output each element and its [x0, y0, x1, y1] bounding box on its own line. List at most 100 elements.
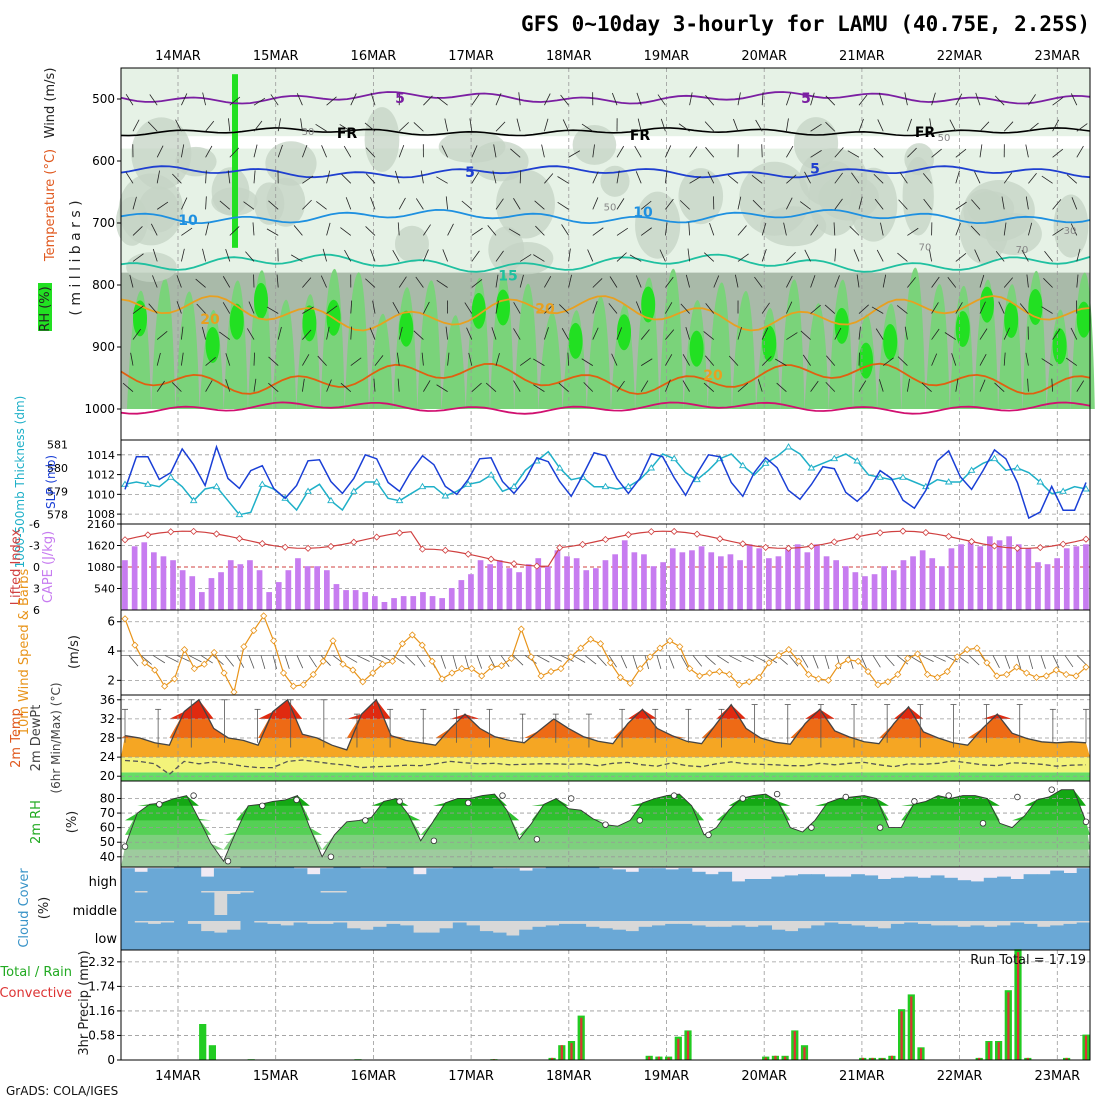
wind-barb — [1076, 123, 1088, 132]
thickness-marker — [1059, 487, 1067, 494]
cape-bar — [304, 566, 311, 610]
cape-bar — [160, 556, 167, 611]
cloud-bar — [373, 891, 387, 921]
cloud-bar — [744, 879, 759, 891]
cloud-bar — [944, 877, 958, 891]
wind-barb — [147, 121, 158, 132]
wind-speed-marker — [289, 682, 297, 690]
temperature-contour — [120, 208, 1091, 225]
wind-barb — [728, 655, 742, 663]
wind-speed-marker — [240, 643, 248, 651]
wind-barb — [761, 222, 767, 236]
wind-barb — [877, 119, 884, 132]
wind-barb — [340, 382, 352, 392]
li-tick-label: -3 — [29, 540, 40, 553]
wind-barb — [923, 198, 932, 210]
wind-barb — [851, 172, 860, 184]
cloud-bar — [718, 871, 733, 891]
wind-barb — [678, 123, 690, 132]
wind-barb — [464, 655, 470, 670]
wind-barb — [302, 306, 314, 314]
thickness-marker — [304, 487, 312, 494]
cloud-bar — [505, 868, 520, 891]
rh-bright-patch — [980, 286, 994, 323]
y-tick-label: 900 — [92, 340, 115, 354]
cloud-bar — [426, 891, 441, 921]
wind-10m-panel: 6 4 2 10m Wind Speed & Barbs (m/s) — [17, 569, 1091, 735]
wind-barb — [321, 145, 327, 158]
cloud-bar — [452, 891, 467, 921]
run-total: Run Total = 17.19 — [970, 953, 1086, 968]
top-date-labels: 14MAR 15MAR 16MAR 17MAR 18MAR 19MAR 20MAR 21MAR… — [155, 49, 1080, 64]
precip-convective-bar — [570, 1043, 573, 1060]
wind-barb — [1051, 378, 1053, 392]
cloud-bar — [585, 926, 600, 950]
wind-barb — [657, 94, 666, 106]
wind-barb — [365, 147, 376, 158]
wind-speed-marker — [745, 678, 753, 686]
cape-bar — [179, 570, 186, 610]
wind-barb — [616, 252, 627, 262]
wind-barb — [296, 655, 304, 669]
wind-speed-marker — [765, 659, 773, 667]
wind-barb — [284, 655, 290, 669]
wind-barb — [689, 176, 701, 184]
wind-barb — [665, 354, 673, 366]
rh-gray-patch — [963, 180, 1035, 242]
cloud-bar — [559, 867, 573, 891]
precip-convective-bar — [1017, 952, 1020, 1060]
precip-bars — [199, 949, 1090, 1060]
wind-barb — [205, 120, 215, 132]
rh-unit-label: (%) — [65, 811, 80, 834]
wind-barb — [998, 301, 1005, 314]
wind-barb — [904, 326, 908, 340]
wind-barb — [761, 327, 769, 340]
cloud-cover-bars — [121, 867, 1091, 951]
cloud-bar — [306, 874, 321, 891]
wind-barb — [513, 328, 521, 340]
cloud-level-label: high — [89, 875, 117, 890]
cape-bar — [1083, 544, 1089, 610]
thickness-marker — [807, 464, 816, 471]
cloud-bar — [147, 868, 162, 891]
thickness-marker — [944, 478, 953, 485]
wind-barb — [737, 225, 747, 236]
cloud-bar — [758, 879, 772, 891]
wind-barb — [994, 382, 1005, 392]
cape-bar — [727, 554, 734, 610]
li-marker — [579, 540, 587, 548]
wind-barb — [488, 655, 496, 669]
wind-barb — [416, 655, 426, 668]
wind-speed-marker — [646, 653, 654, 661]
li-marker — [716, 535, 724, 543]
cloud-bar — [532, 926, 547, 950]
wind-barb — [181, 197, 188, 210]
temp-band-green — [121, 772, 1090, 781]
cape-bar — [641, 554, 647, 610]
temperature-contour — [120, 295, 1091, 332]
temperature-gridlines — [121, 695, 1090, 781]
wind-barb — [394, 170, 400, 184]
wind-barb — [492, 170, 497, 184]
li-marker — [922, 529, 930, 537]
wind-barb — [922, 173, 932, 184]
wind-barb — [680, 655, 689, 668]
cloud-bar — [213, 915, 228, 921]
wind-speed-marker — [1003, 670, 1011, 679]
wind-barb — [132, 196, 137, 210]
slp-gridlines — [121, 440, 1090, 524]
total-rain-label: Total / Rain — [0, 965, 72, 980]
wind-barb — [471, 382, 482, 392]
wind-barb — [300, 118, 303, 132]
wind-barb — [752, 655, 766, 663]
cloud-bar — [559, 923, 573, 950]
cloud-bar — [798, 928, 812, 951]
wind-speed-marker — [488, 663, 496, 671]
cloud-bar — [1023, 874, 1038, 891]
cloud-bar — [811, 891, 825, 921]
bottom-date-label: 21MAR — [839, 1069, 885, 1084]
cloud-bar — [798, 874, 812, 891]
wind-speed-marker — [616, 673, 624, 681]
wind-barb — [804, 171, 811, 184]
wind-barb — [709, 222, 715, 236]
